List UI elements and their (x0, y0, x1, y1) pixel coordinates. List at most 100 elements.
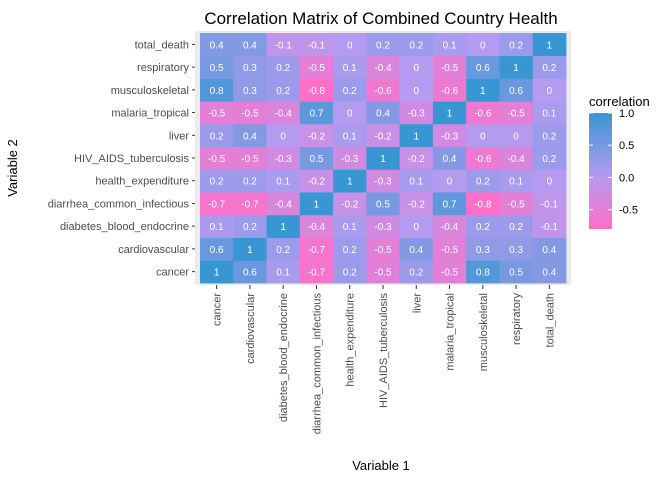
x-axis-ticks: cancer cardiovascular diabetes_blood_endoc… (212, 285, 556, 435)
cell-value-label: 1 (247, 245, 253, 256)
cell-value-label: -0.5 (208, 154, 226, 165)
cell-value-label: 0.2 (243, 222, 257, 233)
cell-value-label: -0.3 (408, 109, 426, 120)
cell-value-label: 0 (513, 131, 519, 142)
cell-value-label: 0 (480, 131, 486, 142)
heatmap-cell (532, 101, 567, 125)
heatmap-cell (266, 146, 301, 170)
cell-value-label: 0 (347, 40, 353, 51)
cell-value-label: 1 (280, 222, 286, 233)
heatmap-cell (233, 33, 267, 57)
heatmap-cell (299, 237, 334, 261)
cell-value-label: 1 (380, 154, 386, 165)
heatmap-cell (499, 146, 534, 170)
heatmap-cell (200, 169, 234, 193)
cell-value-label: 0 (413, 86, 419, 97)
chart-title: Correlation Matrix of Combined Country H… (204, 9, 557, 28)
y-tick-label: musculoskeletal (111, 85, 189, 97)
heatmap-cell (532, 33, 567, 57)
cell-value-label: 1 (413, 131, 419, 142)
y-tick-label: total_death (135, 39, 189, 51)
heatmap-cell (200, 123, 234, 148)
heatmap-cell (432, 237, 467, 261)
y-tick-label: respiratory (137, 62, 189, 74)
cell-value-label: 0.5 (310, 154, 324, 165)
heatmap-cell (333, 78, 367, 102)
cell-value-label: -0.7 (308, 268, 326, 279)
heatmap-cell (333, 101, 367, 125)
heatmap-cell (399, 55, 434, 79)
y-tick-label: diarrhea_common_infectious (48, 198, 190, 210)
cell-value-label: 1 (314, 199, 320, 210)
heatmap-cell (299, 192, 334, 216)
heatmap-cell (466, 146, 500, 170)
heatmap-cell (366, 214, 401, 238)
y-tick-label: cancer (156, 267, 189, 279)
cell-value-label: -0.8 (308, 86, 326, 97)
heatmap-cell (333, 237, 367, 261)
cell-value-label: 0.1 (343, 222, 357, 233)
heatmap-cell (466, 169, 500, 193)
cell-value-label: -0.7 (308, 245, 326, 256)
cell-value-label: -0.4 (275, 199, 293, 210)
x-tick-label: musculoskeletal (478, 293, 490, 371)
y-tick-label: liver (169, 130, 190, 142)
cell-value-label: 0.4 (243, 131, 257, 142)
heatmap-cell (233, 123, 267, 148)
heatmap-cell (499, 237, 534, 261)
cell-value-label: 0.4 (376, 109, 390, 120)
heatmap-cell (233, 78, 267, 102)
cell-value-label: 0.4 (243, 40, 257, 51)
heatmap-cell (299, 101, 334, 125)
y-axis-title: Variable 2 (5, 139, 20, 197)
x-tick-label: liver (411, 293, 423, 314)
heatmap-cell (466, 214, 500, 238)
cell-value-label: -0.5 (308, 63, 326, 74)
heatmap-cell (200, 237, 234, 261)
cell-value-label: 0 (347, 109, 353, 120)
heatmap-cell (233, 237, 267, 261)
heatmap-cell (200, 146, 234, 170)
cell-value-label: 0.2 (210, 177, 224, 188)
cell-value-label: 0.2 (243, 177, 257, 188)
heatmap-cell (432, 123, 467, 148)
x-axis-title: Variable 1 (352, 458, 410, 473)
cell-value-label: -0.6 (374, 86, 392, 97)
heatmap-cell (233, 146, 267, 170)
heatmap-cell (399, 33, 434, 57)
cell-value-label: 0.4 (542, 268, 556, 279)
cell-value-label: -0.5 (507, 109, 525, 120)
cell-value-label: -0.2 (308, 177, 326, 188)
cell-value-label: 0.3 (243, 86, 257, 97)
x-tick-label: total_death (544, 293, 556, 347)
x-tick-label: health_expenditure (345, 293, 357, 387)
cell-value-label: -0.5 (208, 109, 226, 120)
heatmap-cell (466, 260, 500, 284)
cell-value-label: 0.1 (542, 109, 556, 120)
cell-value-label: 1 (347, 177, 353, 188)
cell-value-label: 1 (513, 63, 519, 74)
legend: correlation 1.0 0.5 0.0 -0.5 (589, 94, 650, 229)
heatmap-cell (432, 55, 467, 79)
heatmap-cell (333, 146, 367, 170)
cell-value-label: 0.2 (376, 40, 390, 51)
cell-value-label: 0.7 (443, 199, 457, 210)
cell-value-label: 0.2 (276, 86, 290, 97)
heatmap-cell (366, 169, 401, 193)
heatmap-cell (532, 78, 567, 102)
cell-value-label: 0.1 (343, 63, 357, 74)
cell-value-label: -0.1 (541, 222, 559, 233)
legend-tick-label: 0.5 (619, 140, 634, 152)
heatmap-cell (499, 260, 534, 284)
heatmap-cell (399, 78, 434, 102)
heatmap-cell (366, 33, 401, 57)
cell-value-label: 1 (447, 109, 453, 120)
legend-ticks: 1.0 0.5 0.0 -0.5 (589, 108, 638, 217)
cell-value-label: 0 (547, 177, 553, 188)
heatmap-cell (333, 260, 367, 284)
cell-value-label: -0.6 (474, 154, 492, 165)
cell-value-label: 0.6 (210, 245, 224, 256)
cell-value-label: -0.3 (374, 177, 392, 188)
x-tick-label: diarrhea_common_infectious (311, 293, 323, 435)
